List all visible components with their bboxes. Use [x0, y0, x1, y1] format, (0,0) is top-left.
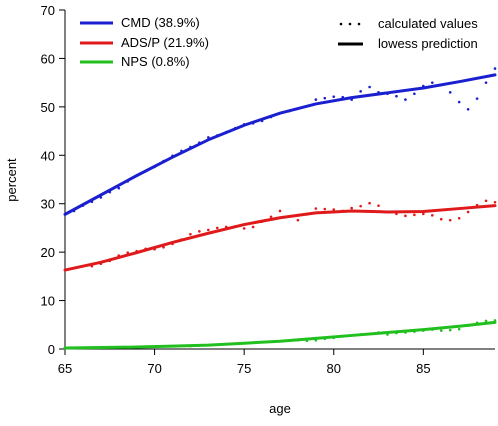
y-tick-label-60: 60	[41, 51, 55, 66]
legend-label-cmd: CMD (38.9%)	[121, 15, 200, 30]
calculated-point	[251, 225, 255, 229]
calculated-point	[296, 218, 300, 222]
x-tick-label-80: 80	[327, 361, 341, 376]
legend-left: CMD (38.9%) ADS/P (21.9%) NPS (0.8%)	[80, 15, 209, 69]
calculated-point	[457, 327, 461, 331]
lowess-line	[63, 320, 497, 350]
calculated-point	[439, 217, 443, 221]
series-2	[63, 319, 497, 350]
legend-label-lowess: lowess prediction	[378, 36, 478, 51]
calculated-point	[466, 210, 470, 214]
legend-swatch-calculated	[339, 22, 361, 26]
calculated-point	[332, 95, 336, 98]
calculated-point	[448, 328, 452, 332]
calculated-point	[359, 90, 362, 93]
legend-label-adsp: ADS/P (21.9%)	[121, 35, 209, 50]
y-axis-label: percent	[4, 158, 19, 202]
calculated-point	[269, 215, 273, 219]
calculated-point	[323, 96, 327, 100]
calculated-point	[323, 207, 327, 211]
calculated-point	[448, 218, 452, 222]
y-tick-label-50: 50	[41, 100, 55, 115]
calculated-point	[448, 91, 452, 94]
calculated-point	[439, 329, 443, 332]
calculated-point	[422, 212, 425, 216]
calculated-point	[430, 81, 434, 84]
x-axis-label: age	[269, 401, 291, 416]
calculated-point	[207, 228, 210, 232]
calculated-point	[359, 204, 362, 208]
calculated-point	[475, 97, 479, 100]
calculated-point	[278, 209, 282, 213]
y-tick-label-20: 20	[41, 245, 55, 260]
calculated-point	[404, 98, 407, 101]
calculated-point	[493, 67, 497, 70]
calculated-point	[430, 214, 434, 217]
calculated-point	[189, 232, 192, 236]
series-1	[63, 199, 497, 272]
calculated-point	[198, 230, 201, 233]
legend-label-calculated: calculated values	[378, 16, 478, 31]
calculated-point	[314, 207, 318, 210]
y-tick-label-40: 40	[41, 148, 55, 163]
calculated-point	[413, 213, 416, 217]
calculated-point	[242, 227, 246, 230]
calculated-point	[350, 206, 353, 210]
calculated-point	[484, 81, 488, 84]
calculated-point	[484, 319, 488, 323]
y-ticks: 0 10 20 30 40 50 60 70	[41, 3, 65, 357]
calculated-point	[466, 107, 470, 111]
calculated-point	[215, 226, 219, 230]
y-tick-label-30: 30	[41, 197, 55, 212]
series-layer	[63, 67, 497, 350]
series-0	[63, 67, 497, 216]
x-tick-label-85: 85	[416, 361, 430, 376]
x-tick-label-70: 70	[147, 361, 161, 376]
calculated-point	[404, 214, 407, 218]
calculated-point	[314, 98, 318, 101]
calculated-point	[493, 200, 497, 204]
calculated-point	[457, 100, 461, 104]
lowess-line	[63, 204, 497, 272]
calculated-point	[413, 92, 416, 96]
legend-label-nps: NPS (0.8%)	[121, 54, 190, 69]
calculated-point	[117, 186, 121, 190]
calculated-point	[368, 85, 371, 89]
y-tick-label-0: 0	[48, 342, 55, 357]
y-tick-label-70: 70	[41, 3, 55, 18]
calculated-point	[457, 216, 461, 220]
y-tick-label-10: 10	[41, 294, 55, 309]
calculated-point	[332, 208, 336, 211]
calculated-point	[377, 204, 380, 207]
x-tick-label-65: 65	[58, 361, 72, 376]
calculated-point	[395, 94, 398, 98]
x-ticks: 65 70 75 80 85	[58, 349, 431, 376]
lowess-line	[63, 73, 497, 216]
calculated-point	[368, 201, 371, 205]
calculated-point	[126, 251, 130, 254]
calculated-point	[484, 199, 488, 203]
legend-right: calculated values lowess prediction	[338, 16, 478, 51]
x-tick-label-75: 75	[237, 361, 251, 376]
